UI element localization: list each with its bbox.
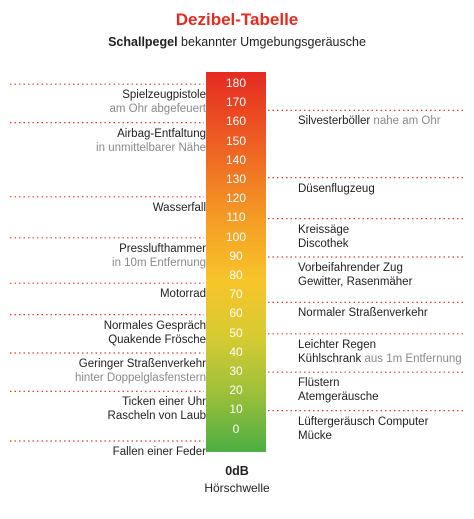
- left-entry-label: Ticken einer Uhr: [122, 396, 206, 409]
- zero-db-label: 0dB: [225, 464, 249, 478]
- scale-tick-label: 130: [225, 172, 247, 186]
- scale-tick-label: 60: [229, 306, 243, 321]
- left-entry-label: Rascheln von Laub: [107, 410, 206, 423]
- scale-tick-label: 0: [232, 421, 240, 436]
- scale-tick-label: 40: [229, 344, 243, 359]
- right-entry-text: Atemgeräusche: [298, 391, 379, 404]
- left-entry-note: in unmittelbarer Nähe: [96, 141, 206, 154]
- right-entry-text: Leichter Regen: [298, 338, 376, 351]
- right-entry-text: Lüftergeräusch Computer: [298, 415, 429, 428]
- right-entry-label: Gewitter, Rasenmäher: [298, 275, 412, 289]
- subtitle-rest: bekannter Umgebungsgeräusche: [177, 35, 366, 49]
- scale-tick-label: 20: [229, 383, 243, 398]
- right-entry-text: Düsenflugzeug: [298, 182, 375, 195]
- left-entry-label: Normales Gespräch: [103, 319, 206, 332]
- scale-tick-label: 30: [229, 364, 243, 378]
- decibel-scale-bar: [206, 72, 266, 452]
- scale-tick-label: 70: [229, 287, 243, 302]
- left-entry-label: Spielzeugpistole: [122, 89, 206, 102]
- right-entry-text: Gewitter, Rasenmäher: [298, 276, 413, 288]
- right-entry-label: Kühlschrank aus 1m Entfernung: [298, 352, 462, 366]
- right-entry-label: Düsenflugzeug: [298, 182, 375, 196]
- scale-tick-label: 80: [229, 268, 243, 282]
- right-entry-text: Normaler Straßenverkehr: [298, 307, 428, 320]
- left-entry-label: Fallen einer Feder: [112, 446, 206, 458]
- scale-tick-label: 180: [225, 76, 247, 90]
- scale-tick-label: 50: [229, 325, 243, 340]
- scale-tick-label: 170: [225, 95, 247, 110]
- left-entry-label: Wasserfall: [152, 201, 206, 214]
- right-entry-text: Vorbeifahrender Zug: [298, 262, 403, 274]
- right-entry-note: nahe am Ohr: [370, 115, 441, 128]
- left-entry-note: am Ohr abgefeuert: [109, 103, 206, 116]
- left-entry-label: Airbag-Entfaltung: [117, 127, 206, 140]
- right-entry-label: Discothek: [298, 237, 349, 251]
- scale-tick-label: 100: [225, 229, 247, 244]
- scale-tick-label: 140: [225, 152, 247, 167]
- chart-subtitle: Schallpegel bekannter Umgebungsgeräusche: [0, 35, 474, 49]
- left-entry-label: Geringer Straßenverkehr: [78, 358, 206, 370]
- right-entry-text: Kreissäge: [298, 223, 350, 236]
- right-entry-label: Kreissäge: [298, 223, 349, 237]
- right-entry-text: Flüstern: [298, 377, 340, 390]
- left-entry-note: hinter Doppelglasfenstern: [74, 372, 206, 384]
- right-entry-text: Discothek: [298, 237, 349, 250]
- chart-title: Dezibel-Tabelle: [175, 10, 299, 29]
- right-entry-label: Flüstern: [298, 376, 340, 390]
- right-entry-label: Atemgeräusche: [298, 390, 379, 404]
- left-entry-label: Motorrad: [159, 288, 206, 301]
- scale-tick-label: 120: [225, 191, 247, 206]
- right-entry-label: Leichter Regen: [298, 338, 376, 352]
- right-entry-label: Vorbeifahrender Zug: [298, 261, 403, 275]
- left-entry-label: Presslufthammer: [119, 242, 206, 255]
- right-entry-label: Mücke: [298, 429, 332, 443]
- right-entry-label: Silvesterböller nahe am Ohr: [298, 114, 441, 128]
- left-entry-note: in 10m Entfernung: [112, 256, 206, 269]
- scale-tick-label: 90: [229, 248, 243, 263]
- scale-tick-label: 10: [229, 402, 243, 417]
- right-entry-label: Normaler Straßenverkehr: [298, 306, 428, 320]
- scale-tick-label: 150: [225, 133, 247, 148]
- right-entry-text: Silvesterböller: [298, 115, 371, 128]
- scale-tick-label: 110: [226, 210, 246, 225]
- subtitle-bold: Schallpegel: [108, 35, 178, 49]
- hearing-threshold-label: Hörschwelle: [204, 481, 270, 495]
- right-entry-note: aus 1m Entfernung: [361, 352, 462, 365]
- right-entry-label: Lüftergeräusch Computer: [298, 415, 428, 429]
- scale-tick-label: 160: [225, 114, 247, 129]
- left-entry-label: Quakende Frösche: [108, 333, 206, 346]
- right-entry-text: Kühlschrank: [298, 352, 362, 365]
- right-entry-text: Mücke: [298, 429, 332, 442]
